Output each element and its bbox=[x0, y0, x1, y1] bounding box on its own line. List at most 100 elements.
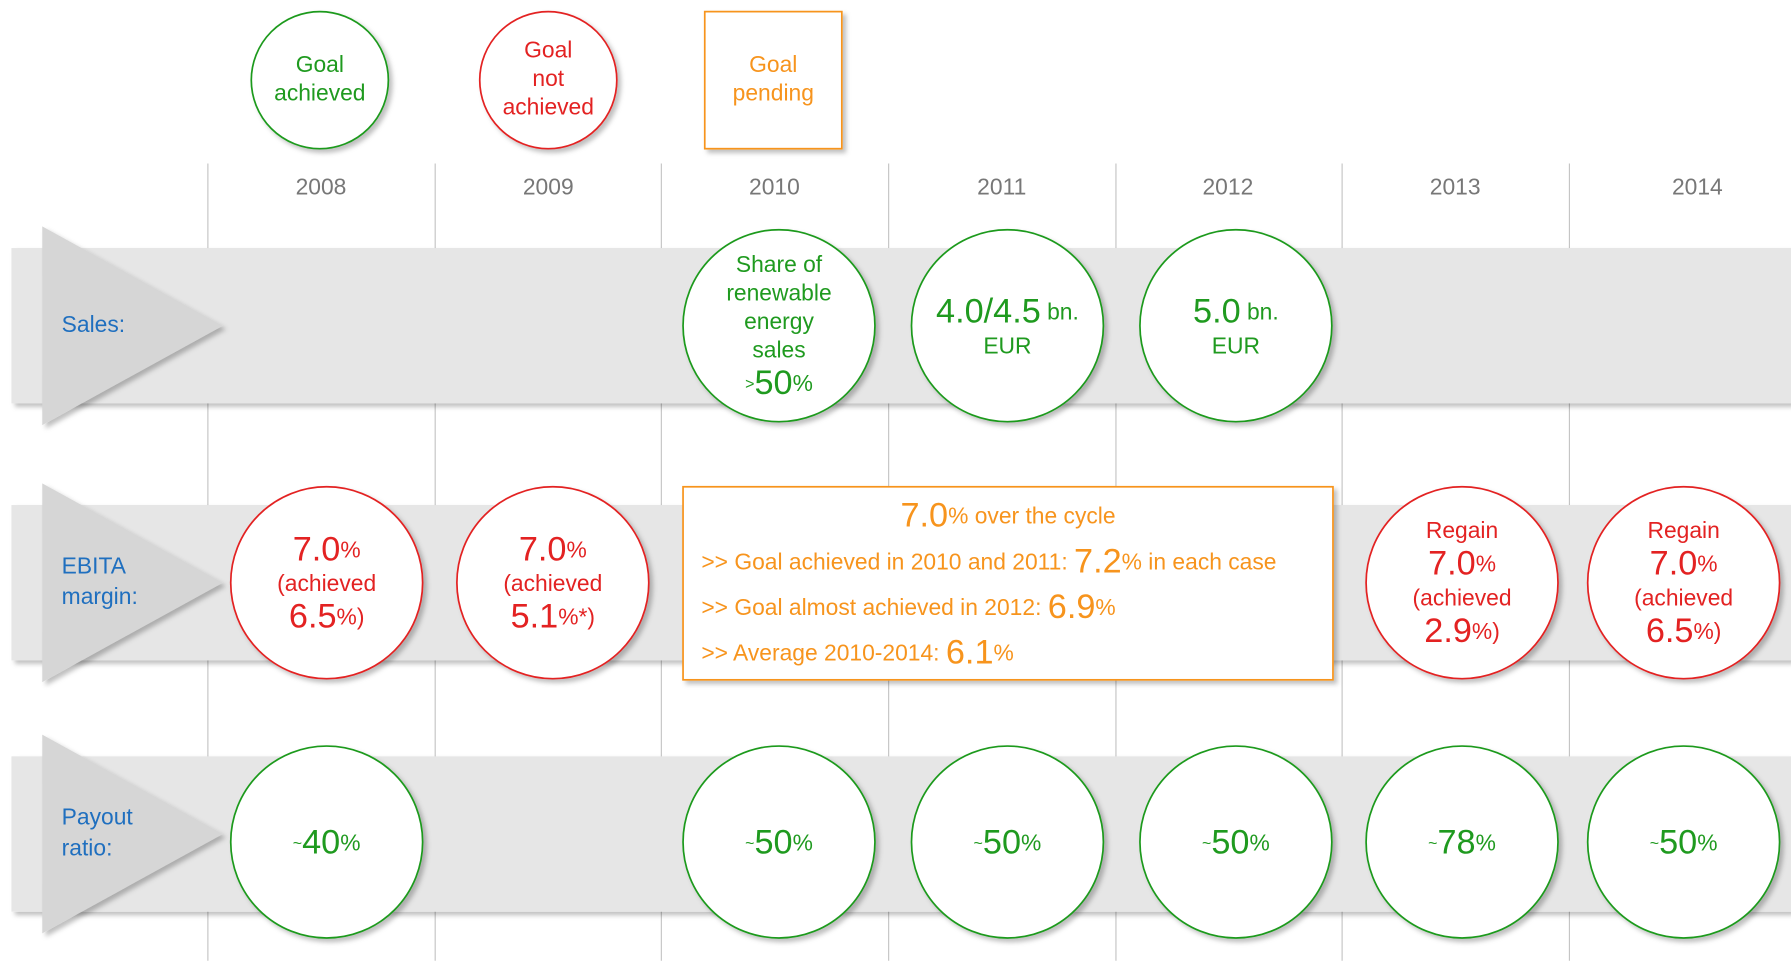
cell-line: 7.0% bbox=[1650, 545, 1718, 583]
text-part: % bbox=[566, 536, 586, 562]
text-part: bn. bbox=[1241, 299, 1279, 325]
cell-line: ~50% bbox=[1650, 823, 1718, 861]
text-part: 7.0 bbox=[900, 497, 948, 535]
legend-label: Goal bbox=[524, 37, 572, 63]
legend-marker bbox=[478, 10, 618, 150]
text-part: (achieved bbox=[1413, 584, 1512, 610]
goal-circle bbox=[456, 485, 650, 680]
cell-line: Regain bbox=[1426, 517, 1498, 543]
text-part: % bbox=[793, 829, 813, 855]
cell-line: 7.0% bbox=[293, 530, 361, 568]
legend-label: achieved bbox=[503, 94, 594, 120]
cell-line: 7.0% bbox=[1428, 545, 1496, 583]
row-band bbox=[11, 248, 1791, 404]
text-part: >> Average 2010-2014: bbox=[701, 640, 946, 666]
goal-circle bbox=[910, 228, 1105, 423]
text-part: 6.1 bbox=[946, 634, 994, 672]
row-label: EBITA bbox=[62, 552, 127, 578]
year-label: 2011 bbox=[977, 174, 1026, 200]
text-part: sales bbox=[752, 336, 805, 362]
text-part: % in each case bbox=[1122, 548, 1277, 574]
text-part: >> Goal achieved in 2010 and 2011: bbox=[701, 548, 1074, 574]
goal-circle bbox=[910, 745, 1105, 939]
cell-line: 5.0 bn. bbox=[1193, 293, 1279, 331]
cell-line: ~50% bbox=[1202, 823, 1270, 861]
year-label: 2013 bbox=[1430, 174, 1481, 200]
text-part: 2.9 bbox=[1424, 612, 1472, 650]
legend-label: not bbox=[532, 65, 564, 91]
year-label: 2012 bbox=[1202, 174, 1253, 200]
cell-line: (achieved bbox=[503, 570, 602, 596]
text-part: EUR bbox=[1212, 332, 1260, 358]
text-part: >> Goal almost achieved in 2012: bbox=[701, 594, 1047, 620]
row-label: ratio: bbox=[62, 834, 113, 860]
text-part: 50 bbox=[983, 823, 1021, 861]
text-part: renewable bbox=[726, 279, 831, 305]
text-part: % bbox=[1697, 551, 1717, 577]
cell-line: (achieved bbox=[1634, 584, 1733, 610]
text-part: % bbox=[1476, 551, 1496, 577]
cell-line: 7.0% bbox=[519, 530, 587, 568]
legend-label: Goal bbox=[296, 51, 344, 77]
cell-line: ~50% bbox=[745, 823, 813, 861]
cell-line: 6.5%) bbox=[1646, 612, 1722, 650]
text-part: Regain bbox=[1647, 517, 1719, 543]
cell-line: EUR bbox=[1212, 332, 1260, 358]
goal-circle bbox=[229, 745, 424, 939]
goal-circle bbox=[682, 745, 876, 939]
goal-circle bbox=[1586, 745, 1781, 939]
text-part: % over the cycle bbox=[948, 503, 1115, 529]
text-part: EUR bbox=[983, 332, 1031, 358]
year-label: 2014 bbox=[1672, 174, 1723, 200]
text-part: 7.0 bbox=[1650, 545, 1698, 583]
text-part: 6.5 bbox=[289, 598, 337, 636]
cell-line: 6.5%) bbox=[289, 598, 365, 636]
text-part: % bbox=[1476, 829, 1496, 855]
goal-circle bbox=[682, 228, 876, 423]
cell-line: sales bbox=[752, 336, 805, 362]
text-part: % bbox=[1249, 829, 1269, 855]
text-part: 6.5 bbox=[1646, 612, 1694, 650]
year-label: 2010 bbox=[749, 174, 800, 200]
cell-line: 5.1%*) bbox=[511, 598, 595, 636]
text-part: bn. bbox=[1041, 299, 1079, 325]
text-part: 50 bbox=[1211, 823, 1249, 861]
text-part: Share of bbox=[736, 251, 823, 277]
cell-line: ~78% bbox=[1428, 823, 1496, 861]
text-part: ~ bbox=[1428, 836, 1437, 853]
text-part: %) bbox=[337, 604, 365, 630]
text-part: 7.0 bbox=[519, 530, 567, 568]
summary-box bbox=[682, 485, 1334, 681]
text-part: ~ bbox=[1650, 836, 1659, 853]
legend-label: achieved bbox=[274, 79, 365, 105]
text-part: (achieved bbox=[277, 570, 376, 596]
legend-marker bbox=[250, 10, 390, 150]
text-part: ~ bbox=[1202, 836, 1211, 853]
text-part: 6.9 bbox=[1048, 588, 1096, 626]
text-part: 7.0 bbox=[1428, 545, 1476, 583]
goal-circle bbox=[1586, 485, 1781, 680]
text-part: ~ bbox=[974, 836, 983, 853]
year-label: 2008 bbox=[296, 174, 347, 200]
box-line: 7.0% over the cycle bbox=[900, 497, 1115, 535]
text-part: 7.0 bbox=[293, 530, 341, 568]
text-part: energy bbox=[744, 308, 814, 334]
text-part: %) bbox=[1472, 618, 1500, 644]
box-line: >> Goal almost achieved in 2012: 6.9% bbox=[701, 588, 1115, 626]
row-label: Sales: bbox=[62, 311, 125, 337]
text-part: %) bbox=[1693, 618, 1721, 644]
legend-label: pending bbox=[733, 79, 814, 105]
goal-circle bbox=[1139, 745, 1333, 939]
text-part: 7.2 bbox=[1074, 542, 1122, 580]
box-line: >> Goal achieved in 2010 and 2011: 7.2% … bbox=[701, 542, 1276, 580]
text-part: (achieved bbox=[1634, 584, 1733, 610]
text-part: %*) bbox=[558, 604, 595, 630]
cell-line: energy bbox=[744, 308, 814, 334]
cell-line: EUR bbox=[983, 332, 1031, 358]
text-part: 5.0 bbox=[1193, 293, 1241, 331]
text-part: % bbox=[994, 640, 1014, 666]
cell-line: Share of bbox=[736, 251, 823, 277]
row-arrow bbox=[42, 226, 223, 426]
text-part: 40 bbox=[302, 823, 340, 861]
